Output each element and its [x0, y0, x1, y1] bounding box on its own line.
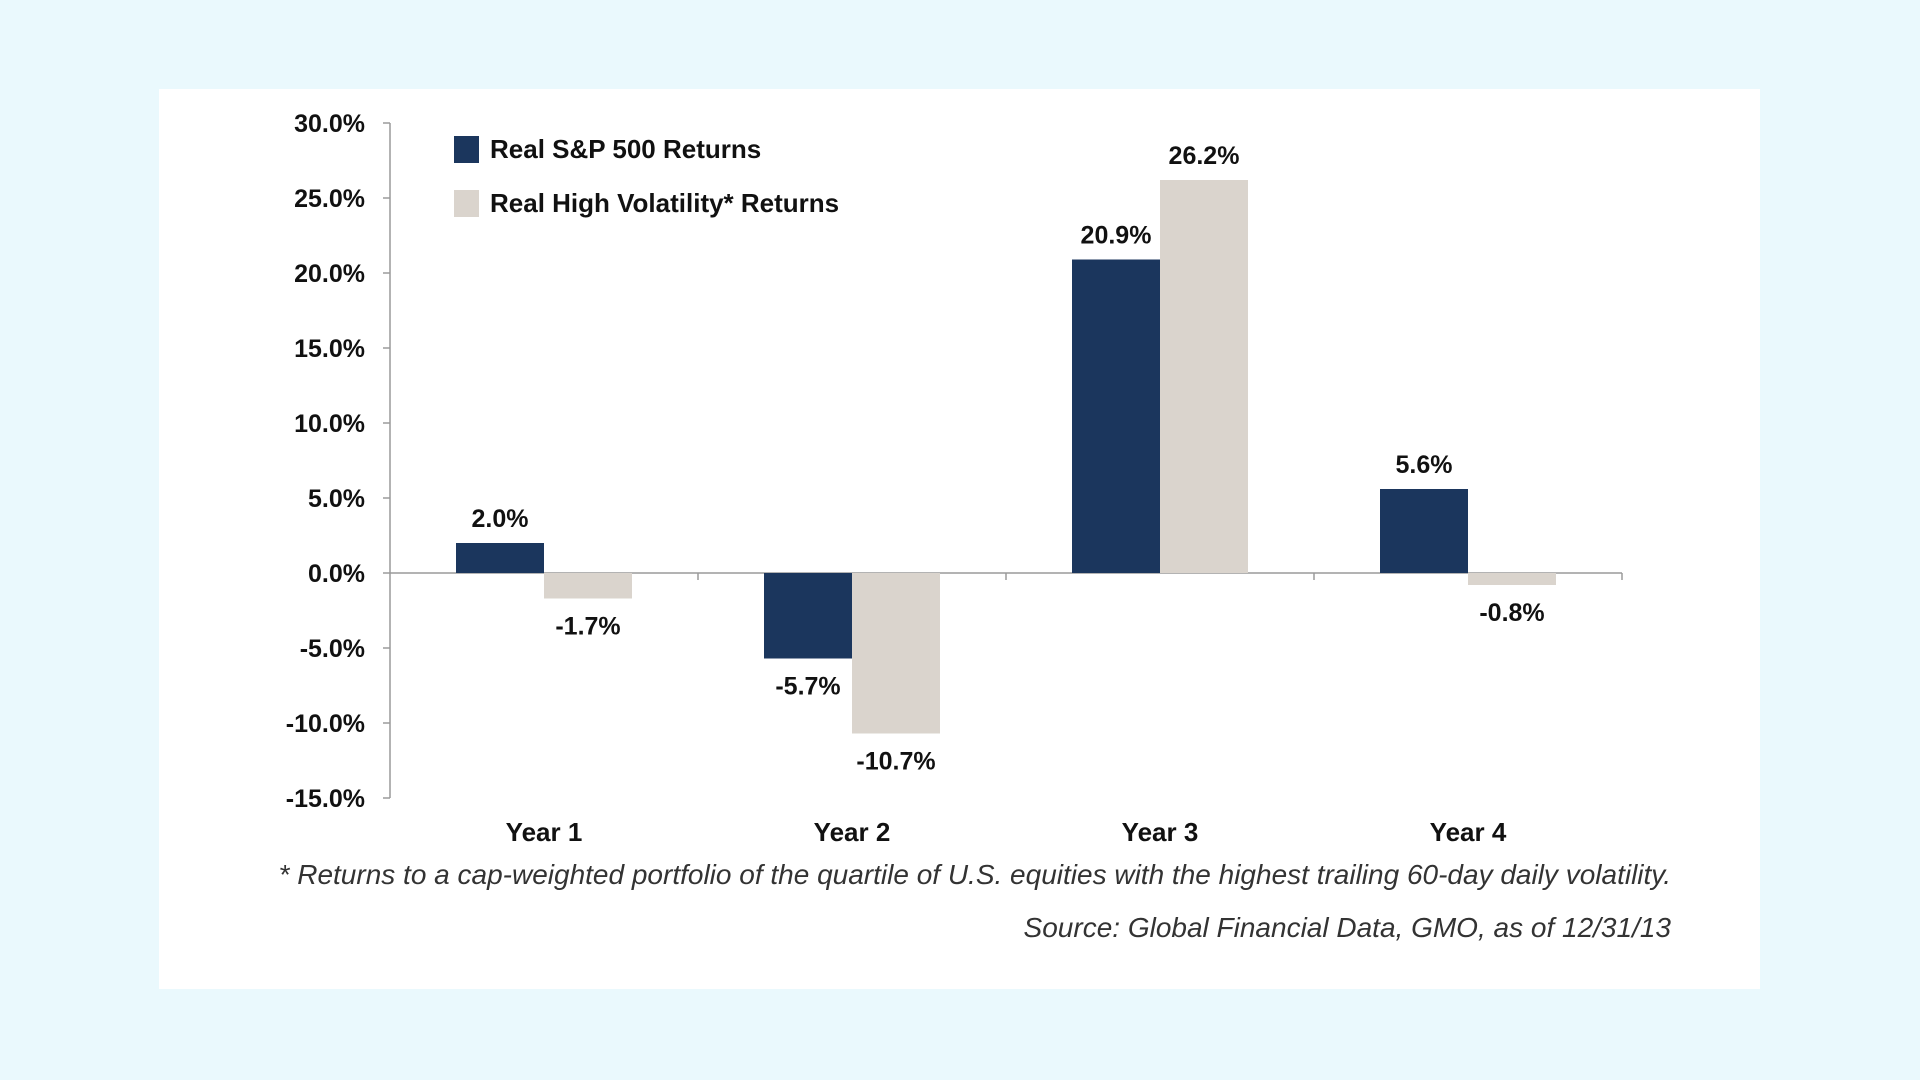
chart-card: 30.0% 25.0% 20.0% 15.0% 10.0% 5.0% 0.0% -5.0% -1…: [159, 89, 1760, 989]
bar: [456, 543, 544, 573]
y-tick-label: 30.0%: [294, 110, 365, 138]
y-tick-label: 10.0%: [294, 410, 365, 438]
data-label: -5.7%: [775, 673, 840, 701]
data-label: 20.9%: [1081, 222, 1152, 250]
bar-chart: 30.0% 25.0% 20.0% 15.0% 10.0% 5.0% 0.0% -5.0% -1…: [286, 110, 1623, 847]
footnote: * Returns to a cap-weighted portfolio of…: [278, 859, 1671, 890]
bar: [852, 573, 940, 734]
y-tick-label: 25.0%: [294, 185, 365, 213]
data-label: 26.2%: [1169, 142, 1240, 170]
legend-label: Real S&P 500 Returns: [490, 134, 761, 164]
data-label: 2.0%: [472, 505, 529, 533]
x-tick-label: Year 1: [506, 817, 583, 847]
y-tick-label: 5.0%: [308, 485, 365, 513]
y-tick-label: -10.0%: [286, 710, 365, 738]
data-label: -0.8%: [1479, 599, 1544, 627]
legend-swatch: [454, 190, 479, 217]
bar: [1380, 489, 1468, 573]
legend-swatch: [454, 136, 479, 163]
bar: [764, 573, 852, 659]
source-note: Source: Global Financial Data, GMO, as o…: [1023, 912, 1671, 943]
y-tick-label: 15.0%: [294, 335, 365, 363]
x-tick-label: Year 4: [1430, 817, 1507, 847]
x-tick-label: Year 3: [1122, 817, 1199, 847]
data-label: 5.6%: [1396, 451, 1453, 479]
data-label: -10.7%: [856, 748, 935, 776]
bar: [1468, 573, 1556, 585]
bar: [544, 573, 632, 599]
y-tick-label: 20.0%: [294, 260, 365, 288]
x-tick-label: Year 2: [814, 817, 891, 847]
data-label: -1.7%: [555, 613, 620, 641]
legend-label: Real High Volatility* Returns: [490, 188, 839, 218]
y-tick-label: -5.0%: [300, 635, 365, 663]
y-tick-label: 0.0%: [308, 560, 365, 588]
bar: [1160, 180, 1248, 573]
bar: [1072, 259, 1160, 573]
y-tick-label: -15.0%: [286, 785, 365, 813]
